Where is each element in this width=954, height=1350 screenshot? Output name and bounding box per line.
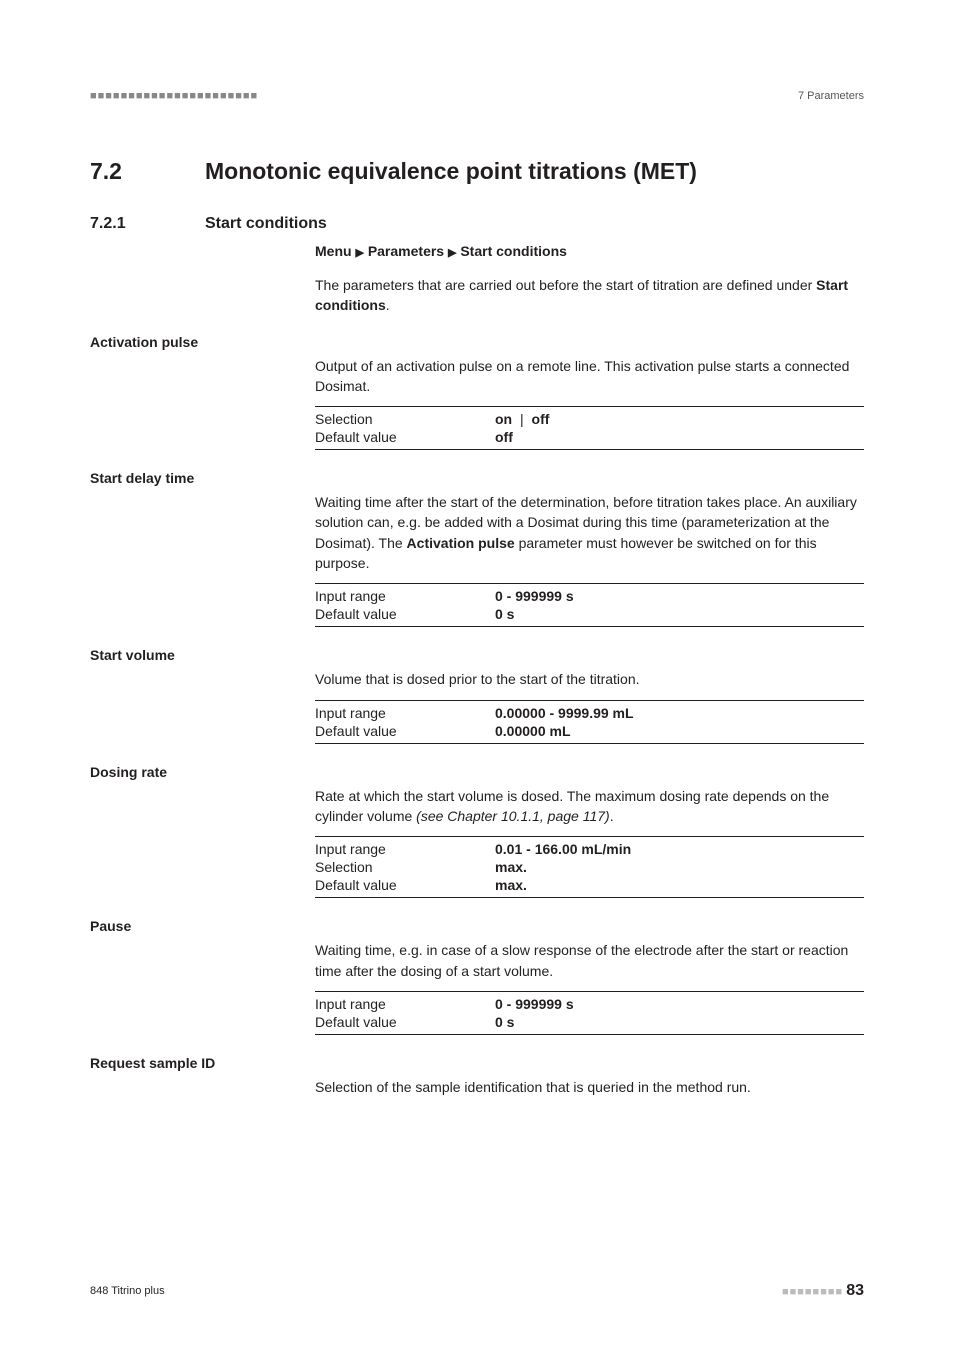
param-desc-bold: Activation pulse bbox=[407, 535, 515, 551]
spec-value: off bbox=[495, 429, 513, 445]
section-number: 7.2 bbox=[90, 158, 205, 185]
spec-row: Input range 0 - 999999 s bbox=[315, 995, 864, 1013]
spec-value: on | off bbox=[495, 411, 549, 427]
menu-path-leaf: Start conditions bbox=[460, 243, 567, 259]
spec-row: Default value 0 s bbox=[315, 1013, 864, 1031]
subsection-number: 7.2.1 bbox=[90, 215, 205, 233]
param-label: Start volume bbox=[90, 647, 864, 663]
spec-value: 0 - 999999 s bbox=[495, 996, 574, 1012]
spec-value: max. bbox=[495, 859, 527, 875]
spec-value-b: off bbox=[532, 411, 550, 427]
param-desc-ref: (see Chapter 10.1.1, page 117) bbox=[416, 808, 610, 824]
spec-row: Input range 0.01 - 166.00 mL/min bbox=[315, 840, 864, 858]
intro-text: The parameters that are carried out befo… bbox=[315, 277, 816, 293]
spec-key: Input range bbox=[315, 588, 495, 604]
spec-row: Input range 0 - 999999 s bbox=[315, 587, 864, 605]
arrow-icon: ▶ bbox=[448, 247, 456, 259]
param-label: Pause bbox=[90, 918, 864, 934]
spec-key: Default value bbox=[315, 723, 495, 739]
spec-row: Selection max. bbox=[315, 858, 864, 876]
spec-key: Default value bbox=[315, 1014, 495, 1030]
param-desc: Waiting time after the start of the dete… bbox=[315, 492, 864, 573]
param-desc: Selection of the sample identification t… bbox=[315, 1077, 864, 1097]
spec-key: Input range bbox=[315, 996, 495, 1012]
param-dosing-rate: Dosing rate Rate at which the start volu… bbox=[90, 764, 864, 899]
spec-row: Default value max. bbox=[315, 876, 864, 894]
param-activation-pulse: Activation pulse Output of an activation… bbox=[90, 334, 864, 451]
spec-value: 0 - 999999 s bbox=[495, 588, 574, 604]
spec-value: 0.00000 - 9999.99 mL bbox=[495, 705, 634, 721]
spec-key: Selection bbox=[315, 411, 495, 427]
param-start-delay-time: Start delay time Waiting time after the … bbox=[90, 470, 864, 627]
spec-key: Default value bbox=[315, 877, 495, 893]
spec-value: 0 s bbox=[495, 1014, 514, 1030]
spec-row: Default value 0.00000 mL bbox=[315, 722, 864, 740]
spec-row: Default value off bbox=[315, 428, 864, 446]
page-header: ■■■■■■■■■■■■■■■■■■■■■■ 7 Parameters bbox=[90, 90, 864, 108]
spec-table: Input range 0.00000 - 9999.99 mL Default… bbox=[315, 700, 864, 744]
spec-table: Selection on | off Default value off bbox=[315, 406, 864, 450]
menu-path: Menu ▶ Parameters ▶ Start conditions bbox=[315, 243, 864, 259]
footer-product: 848 Titrino plus bbox=[90, 1285, 165, 1297]
footer-page-number: 83 bbox=[846, 1282, 864, 1299]
spec-key: Default value bbox=[315, 606, 495, 622]
section-title: Monotonic equivalence point titrations (… bbox=[205, 158, 697, 185]
arrow-icon: ▶ bbox=[355, 247, 363, 259]
footer-dots: ■■■■■■■■ bbox=[782, 1286, 843, 1298]
section-heading: 7.2 Monotonic equivalence point titratio… bbox=[90, 158, 864, 185]
spec-value-sep: | bbox=[516, 411, 527, 427]
spec-key: Input range bbox=[315, 841, 495, 857]
spec-value: 0.01 - 166.00 mL/min bbox=[495, 841, 631, 857]
param-request-sample-id: Request sample ID Selection of the sampl… bbox=[90, 1055, 864, 1097]
spec-value: max. bbox=[495, 877, 527, 893]
footer-right: ■■■■■■■■ 83 bbox=[782, 1282, 864, 1300]
subsection-title: Start conditions bbox=[205, 215, 327, 233]
param-desc: Volume that is dosed prior to the start … bbox=[315, 669, 864, 689]
param-label: Activation pulse bbox=[90, 334, 864, 350]
spec-key: Selection bbox=[315, 859, 495, 875]
param-label: Start delay time bbox=[90, 470, 864, 486]
subsection-heading: 7.2.1 Start conditions bbox=[90, 215, 864, 233]
spec-value: 0 s bbox=[495, 606, 514, 622]
subsection-intro: The parameters that are carried out befo… bbox=[315, 275, 864, 316]
spec-table: Input range 0 - 999999 s Default value 0… bbox=[315, 991, 864, 1035]
param-desc: Waiting time, e.g. in case of a slow res… bbox=[315, 940, 864, 981]
param-start-volume: Start volume Volume that is dosed prior … bbox=[90, 647, 864, 743]
page-footer: 848 Titrino plus ■■■■■■■■ 83 bbox=[90, 1282, 864, 1300]
spec-value-a: on bbox=[495, 411, 512, 427]
param-label: Request sample ID bbox=[90, 1055, 864, 1071]
header-dots: ■■■■■■■■■■■■■■■■■■■■■■ bbox=[90, 90, 258, 102]
spec-row: Selection on | off bbox=[315, 410, 864, 428]
spec-value: 0.00000 mL bbox=[495, 723, 571, 739]
header-chapter: 7 Parameters bbox=[798, 90, 864, 102]
spec-table: Input range 0 - 999999 s Default value 0… bbox=[315, 583, 864, 627]
param-desc: Output of an activation pulse on a remot… bbox=[315, 356, 864, 397]
param-desc-text: . bbox=[610, 808, 614, 824]
spec-row: Input range 0.00000 - 9999.99 mL bbox=[315, 704, 864, 722]
intro-text: . bbox=[386, 297, 390, 313]
param-label: Dosing rate bbox=[90, 764, 864, 780]
spec-row: Default value 0 s bbox=[315, 605, 864, 623]
menu-path-root: Menu bbox=[315, 243, 352, 259]
param-desc: Rate at which the start volume is dosed.… bbox=[315, 786, 864, 827]
menu-path-mid: Parameters bbox=[368, 243, 444, 259]
spec-key: Default value bbox=[315, 429, 495, 445]
spec-key: Input range bbox=[315, 705, 495, 721]
spec-table: Input range 0.01 - 166.00 mL/min Selecti… bbox=[315, 836, 864, 898]
param-pause: Pause Waiting time, e.g. in case of a sl… bbox=[90, 918, 864, 1035]
